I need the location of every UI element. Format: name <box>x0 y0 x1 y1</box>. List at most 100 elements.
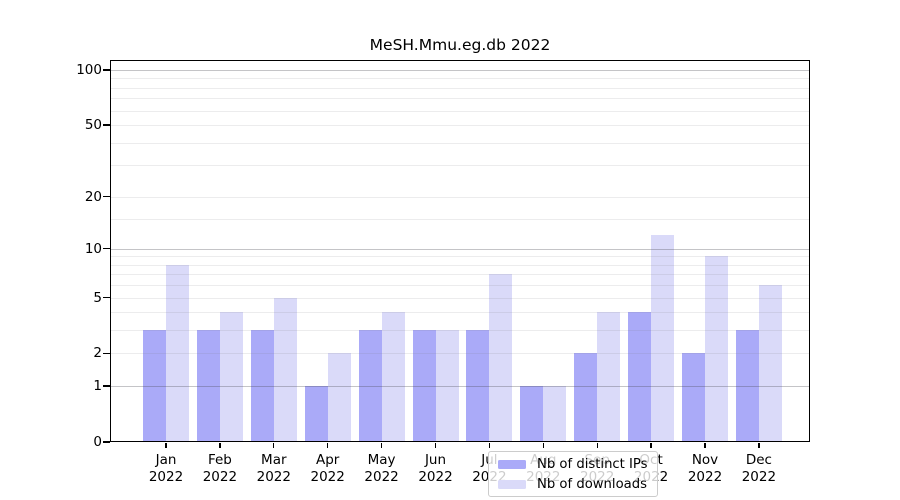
y-tick-label-1: 1 <box>93 378 102 395</box>
x-tick-mark-oct <box>650 443 652 448</box>
gridline-3 <box>110 330 810 332</box>
bar-ips-mar <box>250 330 274 442</box>
bar-downloads-aug <box>543 386 567 442</box>
y-tick-mark-100 <box>103 69 110 71</box>
bar-ips-apr <box>304 386 328 442</box>
y-tick-mark-50 <box>103 124 110 126</box>
gridline-70 <box>110 98 810 100</box>
plot-area: Nb of distinct IPs Nb of downloads <box>110 60 810 497</box>
gridline-100 <box>110 70 810 72</box>
bar-ips-oct <box>628 312 652 442</box>
x-tick-mark-apr <box>327 443 329 448</box>
x-tick-label-apr: Apr 2022 <box>296 452 360 485</box>
bar-downloads-jun <box>435 330 459 442</box>
bar-downloads-dec <box>758 285 782 442</box>
y-tick-label-50: 50 <box>84 117 102 134</box>
bar-ips-sep <box>574 353 598 442</box>
y-tick-label-100: 100 <box>76 62 102 79</box>
year-text: 2022 <box>148 468 184 485</box>
y-tick-label-20: 20 <box>84 188 102 205</box>
gridline-40 <box>110 142 810 144</box>
x-tick-label-jun: Jun 2022 <box>404 452 468 485</box>
gridline-60 <box>110 110 810 112</box>
month-text: Nov <box>691 452 719 468</box>
gridline-8 <box>110 264 810 266</box>
gridline-90 <box>110 78 810 80</box>
year-text: 2022 <box>256 468 291 485</box>
legend-row-distinct-ips: Nb of distinct IPs <box>498 457 648 472</box>
x-tick-mark-aug <box>542 443 544 448</box>
x-tick-label-dec: Dec 2022 <box>727 452 791 485</box>
bar-downloads-may <box>381 312 405 442</box>
year-text: 2022 <box>202 468 238 485</box>
bar-downloads-oct <box>651 235 675 442</box>
x-tick-label-mar: Mar 2022 <box>242 452 306 485</box>
gridline-80 <box>110 87 810 89</box>
x-tick-mark-dec <box>758 443 760 448</box>
x-tick-mark-mar <box>273 443 275 448</box>
bar-ips-feb <box>196 330 220 442</box>
gridline-20 <box>110 196 810 198</box>
year-text: 2022 <box>741 468 777 485</box>
x-tick-label-nov: Nov 2022 <box>673 452 737 485</box>
gridline-30 <box>110 165 810 167</box>
y-tick-label-10: 10 <box>84 240 102 257</box>
bar-downloads-nov <box>705 256 728 442</box>
x-tick-mark-feb <box>219 443 221 448</box>
bar-ips-may <box>358 330 382 442</box>
month-text: Jan <box>155 452 177 468</box>
bar-ips-jun <box>412 330 436 442</box>
chart-title: MeSH.Mmu.eg.db 2022 <box>369 36 551 54</box>
y-tick-label-5: 5 <box>93 289 102 306</box>
bar-ips-dec <box>735 330 759 442</box>
bar-downloads-sep <box>597 312 621 442</box>
legend-label-downloads: Nb of downloads <box>537 476 647 492</box>
x-tick-mark-jul <box>488 443 491 448</box>
bar-ips-jan <box>143 330 166 442</box>
gridline-4 <box>110 312 810 314</box>
gridline-9 <box>110 256 810 258</box>
gridline-1 <box>110 386 810 388</box>
gridline-15 <box>110 218 810 220</box>
x-tick-label-feb: Feb 2022 <box>188 452 252 485</box>
legend-swatch-downloads <box>498 479 526 489</box>
bar-downloads-feb <box>219 312 243 442</box>
gridline-10 <box>110 248 810 250</box>
year-text: 2022 <box>310 468 345 485</box>
legend-row-downloads: Nb of downloads <box>498 477 648 492</box>
x-tick-label-jan: Jan 2022 <box>134 452 198 485</box>
y-tick-label-2: 2 <box>93 345 102 362</box>
x-tick-mark-jan <box>165 443 167 448</box>
legend-label-distinct-ips: Nb of distinct IPs <box>537 456 648 472</box>
x-tick-mark-nov <box>704 443 706 448</box>
y-tick-mark-0 <box>103 441 110 443</box>
bar-ips-aug <box>520 386 544 442</box>
month-text: Feb <box>207 452 232 468</box>
year-text: 2022 <box>687 468 723 485</box>
x-tick-label-may: May 2022 <box>350 452 414 485</box>
legend-swatch-distinct-ips <box>498 459 526 469</box>
x-tick-mark-may <box>380 443 383 448</box>
bar-downloads-jan <box>166 264 189 442</box>
bar-downloads-jul <box>489 274 513 442</box>
month-text: Jun <box>424 452 447 468</box>
gridline-5 <box>110 297 810 299</box>
gridline-50 <box>110 125 810 127</box>
y-tick-label-0: 0 <box>93 434 102 450</box>
bar-ips-nov <box>682 353 705 442</box>
y-tick-mark-10 <box>103 248 110 250</box>
bar-downloads-apr <box>327 353 351 442</box>
x-tick-mark-sep <box>596 443 598 448</box>
gridline-7 <box>110 274 810 276</box>
month-text: Mar <box>261 452 287 468</box>
legend: Nb of distinct IPs Nb of downloads <box>488 451 658 497</box>
year-text: 2022 <box>418 468 453 485</box>
gridline-6 <box>110 285 810 287</box>
month-text: Apr <box>316 452 340 468</box>
y-tick-mark-20 <box>103 195 110 198</box>
bar-ips-jul <box>466 330 490 442</box>
bar-downloads-mar <box>273 297 297 442</box>
month-text: Dec <box>745 452 772 468</box>
y-tick-mark-5 <box>103 296 110 299</box>
